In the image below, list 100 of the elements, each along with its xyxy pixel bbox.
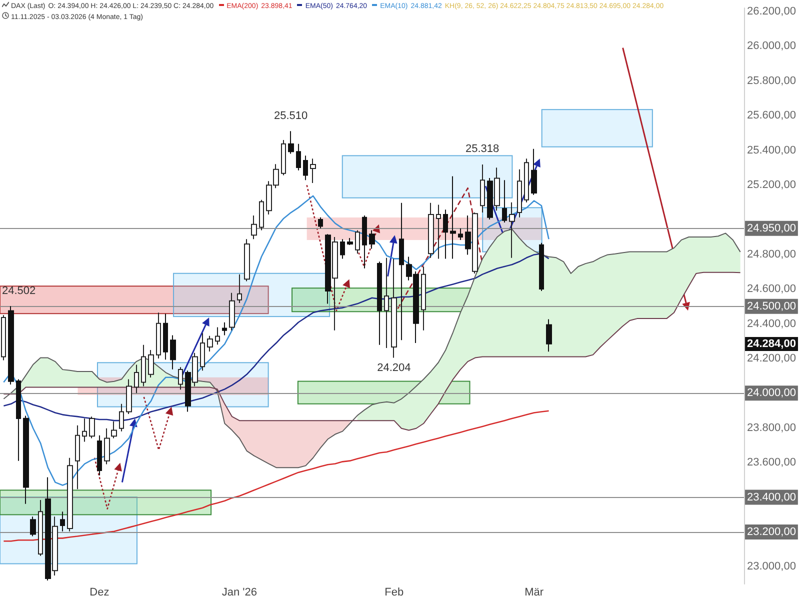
candlestick — [355, 230, 360, 254]
y-tick-label: 25.200,00 — [747, 178, 796, 191]
candlestick — [141, 344, 146, 387]
line-series — [3, 228, 741, 468]
candlestick — [104, 428, 110, 465]
y-tick-label: 24.600,00 — [747, 283, 796, 296]
candlestick — [480, 164, 485, 214]
y-tick-label: 25.400,00 — [747, 144, 796, 156]
candlestick — [200, 332, 205, 372]
candlestick — [281, 140, 286, 176]
candlestick — [148, 349, 154, 378]
y-tick-label: 24.800,00 — [747, 248, 796, 260]
line-series — [3, 272, 741, 431]
y-tick-label: 24.200,00 — [747, 352, 796, 364]
candlestick — [472, 212, 478, 274]
candlestick — [494, 167, 500, 212]
y-tick-label: 25.600,00 — [747, 110, 796, 122]
candlestick — [16, 378, 21, 462]
candlestick — [303, 155, 308, 181]
candlestick — [170, 334, 176, 370]
candlestick — [251, 215, 257, 240]
candlestick — [23, 415, 29, 504]
candlestick — [517, 168, 522, 218]
x-tick-label: Mär — [524, 586, 544, 598]
candlestick — [229, 292, 235, 331]
candlestick — [524, 158, 529, 203]
annotation: 24.502 — [2, 285, 36, 298]
annotation: 25.510 — [274, 110, 308, 122]
candlestick — [369, 230, 375, 250]
candlestick — [1, 314, 6, 361]
candlestick — [340, 238, 345, 260]
candlestick — [325, 234, 331, 304]
candlestick — [38, 500, 43, 556]
ref-line-label: 24.500,00 — [747, 300, 796, 312]
y-tick-label: 23.800,00 — [747, 422, 796, 434]
candlestick — [531, 148, 537, 196]
candlestick — [436, 204, 441, 260]
ref-line-label: 23.400,00 — [747, 491, 796, 504]
candlestick — [487, 178, 493, 220]
candlestick — [111, 420, 117, 439]
candlestick — [421, 266, 426, 331]
candlestick — [546, 318, 552, 352]
candlestick — [450, 176, 456, 260]
candlestick — [391, 258, 397, 358]
y-tick-label: 23.000,00 — [747, 560, 796, 573]
ref-line-label: 24.000,00 — [747, 387, 796, 400]
candlestick — [465, 215, 471, 256]
candlestick — [185, 370, 191, 412]
candlestick — [30, 516, 36, 537]
candlestick — [443, 209, 448, 260]
candlestick — [377, 261, 382, 346]
line-series — [3, 195, 550, 486]
candlestick — [222, 322, 227, 336]
candlestick — [399, 202, 404, 341]
line-series — [3, 410, 550, 542]
y-tick-label: 25.800,00 — [747, 74, 796, 87]
candlestick — [192, 352, 198, 387]
candlestick — [97, 434, 102, 476]
ref-line-label: 23.200,00 — [747, 526, 796, 538]
candlestick — [156, 312, 161, 359]
candlestick — [318, 216, 323, 229]
y-tick-label: 23.600,00 — [747, 456, 796, 469]
candlestick — [384, 257, 389, 349]
y-tick-label: 26.000,00 — [747, 40, 796, 52]
candlestick — [539, 242, 544, 292]
x-tick-label: Feb — [384, 586, 404, 598]
candlestick — [178, 366, 183, 390]
y-tick-label: 24.400,00 — [747, 318, 796, 330]
candlestick — [259, 199, 264, 231]
candlestick — [244, 238, 250, 282]
candlestick — [119, 403, 124, 432]
candlestick — [332, 236, 338, 331]
candlestick — [428, 202, 434, 258]
y-tick-label: 26.200,00 — [747, 5, 796, 18]
candlestick — [134, 364, 139, 394]
candlestick — [75, 424, 80, 490]
candlestick — [347, 238, 353, 246]
candlestick — [163, 313, 168, 360]
candlestick — [310, 158, 316, 184]
candlestick — [207, 335, 213, 352]
candlestick — [296, 143, 301, 171]
annotation: 24.204 — [377, 362, 411, 374]
x-tick-label: Dez — [90, 586, 110, 598]
candlestick — [237, 274, 242, 304]
candlestick — [67, 457, 73, 532]
candlestick — [89, 416, 95, 439]
candlestick — [502, 180, 507, 223]
ref-line-label: 24.950,00 — [747, 222, 796, 234]
candlestick — [215, 326, 220, 346]
candlestick — [60, 511, 65, 532]
candlestick — [52, 516, 58, 576]
candlestick — [288, 130, 294, 154]
text: 24.284,00 — [745, 336, 798, 351]
candlestick — [362, 215, 367, 269]
candlestick — [126, 378, 132, 414]
candlestick — [458, 228, 463, 240]
candlestick — [82, 418, 87, 442]
x-tick-label: Jan '26 — [222, 586, 257, 598]
candlestick — [8, 306, 14, 385]
candlestick — [509, 202, 515, 258]
